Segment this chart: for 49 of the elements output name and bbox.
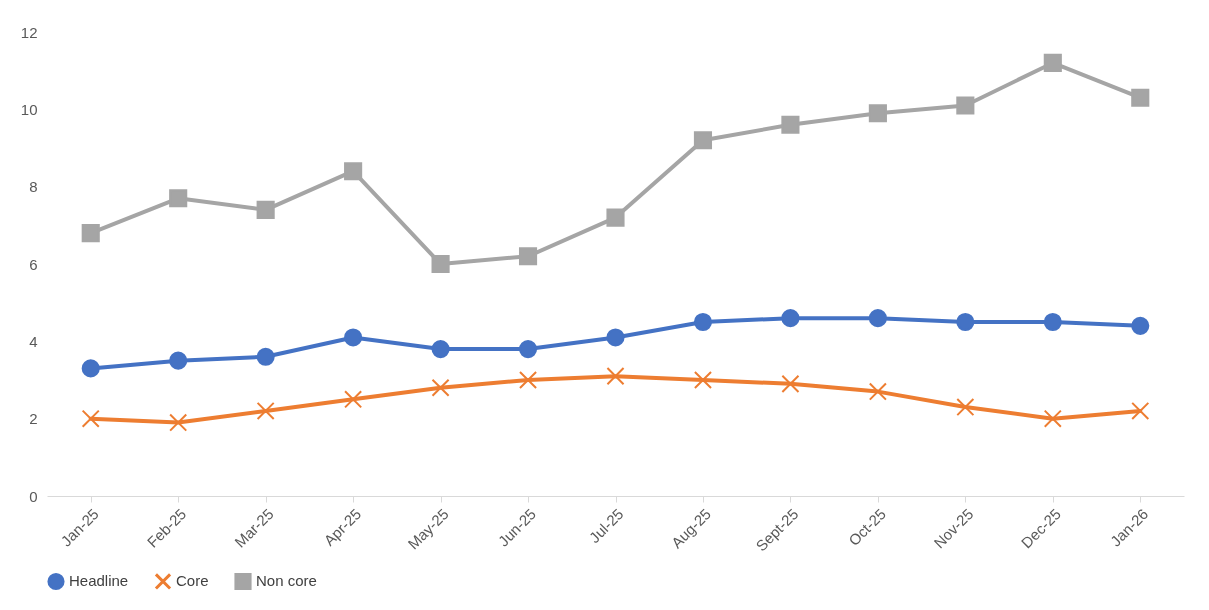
point bbox=[868, 104, 887, 123]
point bbox=[518, 247, 538, 266]
point bbox=[781, 309, 800, 328]
point bbox=[956, 96, 975, 115]
point bbox=[169, 351, 188, 370]
y-tick-label: 4 bbox=[29, 332, 38, 350]
point bbox=[1043, 409, 1062, 428]
legend-label: Non core bbox=[256, 572, 317, 590]
point bbox=[956, 398, 975, 417]
point bbox=[81, 224, 100, 243]
point bbox=[1131, 401, 1150, 420]
point bbox=[431, 378, 450, 397]
point bbox=[1131, 88, 1150, 107]
point bbox=[781, 115, 800, 134]
point bbox=[693, 131, 713, 150]
point bbox=[518, 340, 538, 359]
legend-label: Core bbox=[176, 572, 209, 590]
point bbox=[868, 309, 887, 328]
point bbox=[693, 370, 713, 390]
point bbox=[256, 401, 275, 420]
point bbox=[956, 312, 975, 332]
point bbox=[344, 162, 363, 181]
point bbox=[169, 413, 188, 432]
y-tick-label: 12 bbox=[20, 23, 38, 41]
point bbox=[693, 312, 713, 332]
point bbox=[1043, 312, 1062, 332]
point bbox=[344, 390, 363, 409]
point bbox=[344, 328, 363, 347]
point bbox=[868, 382, 887, 401]
legend-label: Headline bbox=[69, 572, 129, 590]
point bbox=[81, 409, 100, 428]
point bbox=[81, 359, 100, 378]
y-tick-label: 10 bbox=[20, 100, 38, 118]
y-tick-label: 2 bbox=[29, 410, 38, 428]
point bbox=[1131, 316, 1150, 335]
point bbox=[781, 374, 800, 393]
point bbox=[431, 340, 450, 359]
point bbox=[256, 200, 275, 219]
point bbox=[518, 370, 538, 390]
point bbox=[606, 367, 625, 386]
y-tick-label: 0 bbox=[29, 487, 38, 505]
point bbox=[606, 328, 625, 347]
y-tick-label: 6 bbox=[29, 255, 38, 273]
point bbox=[1043, 53, 1062, 72]
y-tick-label: 8 bbox=[29, 178, 38, 196]
point bbox=[431, 254, 450, 274]
point bbox=[169, 189, 188, 208]
point bbox=[606, 208, 625, 227]
point bbox=[256, 347, 275, 366]
